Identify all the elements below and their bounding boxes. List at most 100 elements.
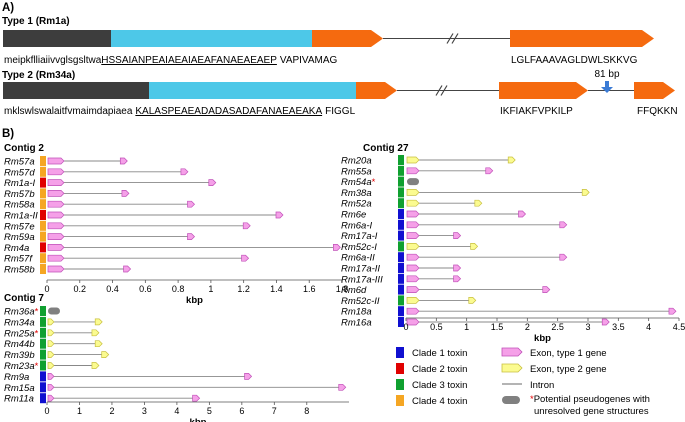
- gene-label: Rm17a-I: [341, 231, 378, 242]
- exon-2: [91, 362, 100, 369]
- exon-2: [187, 233, 195, 240]
- clade-swatch: [40, 253, 46, 264]
- gene-row-rm58a: Rm58a: [4, 199, 195, 211]
- contig-7-title: Contig 7: [4, 293, 44, 304]
- exon-2: [601, 318, 610, 326]
- gene-row-rm17a-iii: Rm17a-III: [341, 273, 462, 285]
- exon-2: [453, 275, 462, 283]
- x-tick-label: 5: [207, 406, 212, 416]
- gene-row-rm44b: Rm44b: [4, 338, 103, 350]
- legend-clade4-label: Clade 4 toxin: [412, 396, 467, 407]
- gene-row-rm39b: Rm39b: [4, 349, 110, 361]
- pseudogene-star: *: [372, 177, 376, 188]
- gene-row-rm6a-ii: Rm6a-II: [341, 252, 568, 264]
- gene-label: Rm57a: [4, 157, 35, 168]
- gene-label: Rm4a: [4, 243, 29, 254]
- clade-swatch: [398, 273, 404, 284]
- gene-row-rm57a: Rm57a: [4, 156, 128, 168]
- pseudogene-block: [48, 307, 60, 315]
- clade-swatch: [398, 155, 404, 165]
- type1-sequence: meipkflliaiivvglsgsltwaHSSAIANPEAIAEAIAE…: [4, 55, 338, 66]
- gene-row-rm34a: Rm34a: [4, 316, 103, 328]
- exon-2: [559, 221, 568, 229]
- exon-1: [47, 383, 55, 391]
- clade-swatch: [40, 220, 46, 231]
- legend-clade3-label: Clade 3 toxin: [412, 380, 467, 391]
- gene-label: Rm55a: [341, 166, 372, 177]
- exon-1: [406, 275, 420, 283]
- exon-1: [47, 362, 55, 369]
- exon-2: [581, 189, 590, 196]
- pseudogene-star: *: [35, 328, 39, 339]
- gene-label: Rm59a: [4, 232, 35, 243]
- gene-label: Rm34a: [4, 317, 35, 328]
- x-tick-label: 1: [77, 406, 82, 416]
- type1-break-mark-2: [451, 33, 459, 44]
- intron-gap-label: 81 bp: [594, 69, 619, 80]
- exon-2: [192, 394, 201, 402]
- type2-sequence: mklswlswalaitfvmaimdapiaea KALASPEAEADADA…: [4, 106, 356, 117]
- x-axis: 0 0.2 0.4 0.6 0.8 1 1.2 1.4 1.6 1.8 kbp: [44, 279, 348, 306]
- exon-1: [47, 329, 55, 337]
- clade-swatch: [398, 187, 404, 198]
- exon-2: [468, 297, 477, 304]
- type1-exon1-tail: [312, 30, 383, 47]
- x-axis-label: kbp: [190, 417, 207, 422]
- legend-pseudogene-text-2: unresolved gene structures: [534, 406, 649, 417]
- clade-swatch: [40, 166, 46, 177]
- exon-1: [406, 297, 420, 304]
- exon-1: [47, 157, 65, 165]
- gene-row-rm52c-i: Rm52c-I: [341, 241, 479, 253]
- exon-2: [275, 211, 284, 219]
- x-tick-label: 0.2: [74, 284, 87, 294]
- gene-label: Rm1a-I: [4, 178, 36, 189]
- legend-clade1-swatch: [396, 347, 404, 358]
- x-tick-label: 1.2: [237, 284, 250, 294]
- exon-1: [406, 243, 420, 250]
- gene-label: Rm57d: [4, 167, 35, 178]
- x-tick-label: 1: [208, 284, 213, 294]
- gene-row-rm25a: Rm25a*: [4, 327, 100, 339]
- exon-2: [180, 168, 189, 176]
- type2-mature-segment: [149, 82, 356, 99]
- exon-2: [123, 265, 132, 273]
- clade-swatch: [398, 198, 404, 209]
- clade-swatch: [398, 284, 404, 295]
- gene-row-rm58b: Rm58b: [4, 264, 132, 276]
- legend-pseudogene-swatch: [502, 396, 520, 404]
- legend-clade2-swatch: [396, 363, 404, 374]
- exon-1: [47, 351, 55, 358]
- type2-exon3-seq: FFQKKN: [637, 106, 678, 117]
- x-tick-label: 0.6: [139, 284, 152, 294]
- gene-label: Rm6a-I: [341, 220, 373, 231]
- clade-swatch: [40, 242, 46, 253]
- x-tick-label: 0: [403, 322, 408, 332]
- exon-2: [94, 318, 103, 326]
- x-axis: 0 0.5 1 1.5 2 2.5 3 3.5 4 4.5 kbp: [403, 317, 685, 344]
- gene-label: Rm58a: [4, 200, 35, 211]
- legend-intron-label: Intron: [530, 380, 554, 391]
- exon-1: [47, 244, 65, 251]
- type1-gene-model: [3, 30, 654, 47]
- gene-label: Rm52c-I: [341, 242, 377, 253]
- x-tick-label: 0: [44, 406, 49, 416]
- type2-title: Type 2 (Rm34a): [2, 70, 75, 81]
- clade-swatch: [40, 371, 46, 382]
- exon-2: [91, 329, 100, 337]
- exon-2: [94, 340, 103, 348]
- exon-1: [406, 286, 420, 293]
- exon-2: [241, 254, 250, 262]
- gene-row-rm57f: Rm57f: [4, 253, 250, 265]
- x-tick-label: 0.8: [172, 284, 185, 294]
- type1-break-mark-1: [446, 33, 454, 44]
- clade-swatch: [40, 393, 46, 404]
- x-axis-label: kbp: [534, 333, 551, 344]
- exon-1: [406, 189, 420, 196]
- exon-2: [453, 232, 462, 239]
- clade-swatch: [398, 209, 404, 219]
- x-axis: 0 1 2 3 4 5 6 7 8 kbp: [44, 401, 349, 422]
- legend-exon-type1-label: Exon, type 1 gene: [530, 348, 607, 359]
- type2-tail-seq: FIGGL: [325, 106, 355, 117]
- pseudogene-block: [407, 178, 419, 186]
- type2-exon2: [499, 82, 588, 99]
